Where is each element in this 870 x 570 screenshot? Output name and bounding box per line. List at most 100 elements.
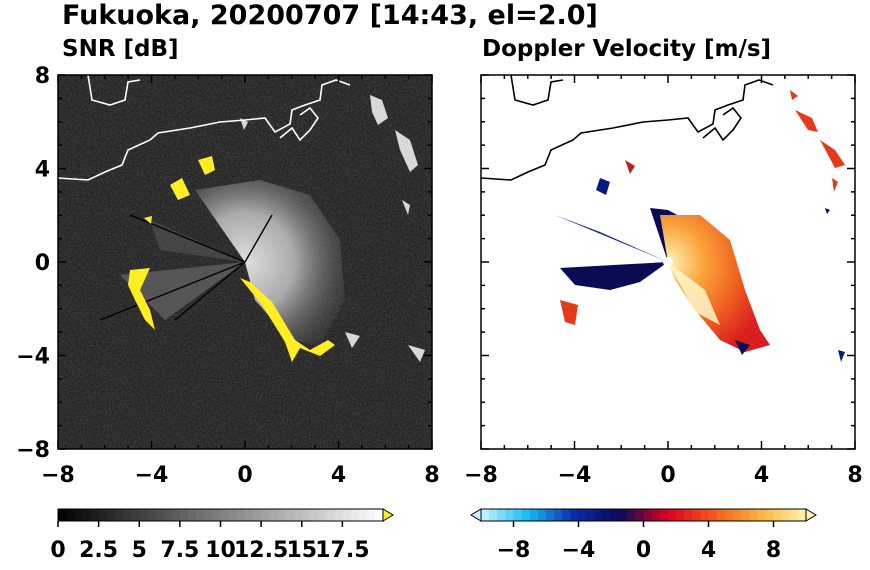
snr-panel: SNR [dB] — [16, 36, 439, 563]
velocity-panel: Doppler Velocity [m/s] — [464, 36, 863, 563]
x-tick-label: −8 — [41, 463, 75, 488]
colorbar-segment — [521, 509, 531, 521]
colorbar-segment — [797, 509, 807, 521]
colorbar-segment — [481, 509, 490, 521]
colorbar-segment — [326, 509, 335, 521]
colorbar-segment — [163, 509, 173, 521]
colorbar-segment — [602, 509, 612, 521]
colorbar-segment — [708, 509, 718, 521]
colorbar-segment — [171, 509, 181, 521]
x-tick-label: −4 — [558, 463, 592, 488]
colorbar-label: 17.5 — [315, 538, 369, 563]
colorbar-segment — [586, 509, 596, 521]
colorbar-segment — [627, 509, 636, 521]
colorbar-segment — [773, 509, 783, 521]
snr-echo-fan — [195, 180, 345, 345]
colorbar-segment — [301, 509, 311, 521]
colorbar-segment — [554, 509, 563, 521]
colorbar-label: 0 — [636, 538, 651, 563]
colorbar-segment — [651, 509, 661, 521]
colorbar-segment — [188, 509, 197, 521]
x-tick-label: 0 — [237, 463, 252, 488]
colorbar-segment — [82, 509, 91, 521]
colorbar-segment — [285, 509, 295, 521]
colorbar-segment — [212, 509, 221, 521]
colorbar-label: 4 — [701, 538, 716, 563]
colorbar-extend-max — [805, 508, 817, 522]
colorbar-segment — [529, 509, 539, 521]
colorbar-segment — [700, 509, 709, 521]
figure-title: Fukuoka, 20200707 [14:43, el=2.0] — [62, 0, 598, 31]
velocity-coastline — [481, 75, 774, 181]
colorbar-segment — [342, 509, 351, 521]
colorbar-segment — [147, 509, 156, 521]
colorbar-segment — [781, 509, 791, 521]
colorbar-segment — [66, 509, 75, 521]
colorbar-segment — [228, 509, 238, 521]
colorbar-segment — [667, 509, 677, 521]
colorbar-segment — [537, 509, 547, 521]
colorbar-segment — [513, 509, 523, 521]
colorbar-segment — [611, 509, 620, 521]
colorbar-segment — [253, 509, 262, 521]
colorbar-segment — [692, 509, 701, 521]
colorbar-segment — [374, 509, 384, 521]
colorbar-segment — [358, 509, 368, 521]
velocity-axes: −8 −4 0 4 8 — [464, 74, 863, 488]
velocity-harbor-outline — [702, 106, 742, 142]
snr-plot-area — [58, 75, 432, 449]
velocity-inbound-northwest — [555, 215, 668, 262]
colorbar-segment — [676, 509, 685, 521]
colorbar-label: 0 — [50, 538, 65, 563]
velocity-outbound-core — [668, 262, 720, 325]
colorbar-segment — [546, 509, 555, 521]
colorbar-segment — [106, 509, 116, 521]
colorbar-segment — [90, 509, 100, 521]
colorbar-segment — [732, 509, 742, 521]
colorbar-segment — [220, 509, 230, 521]
y-tick-label: −8 — [16, 438, 50, 463]
snr-strong-echo — [128, 156, 335, 362]
colorbar-segment — [293, 509, 303, 521]
colorbar-label: 10 — [205, 538, 236, 563]
snr-axes: −8 −4 0 4 8 8 4 0 −4 −8 — [16, 64, 439, 488]
colorbar-segment — [366, 509, 376, 521]
colorbar-segment — [789, 509, 799, 521]
snr-beam-blockage — [99, 214, 273, 321]
colorbar-label: 2.5 — [79, 538, 118, 563]
colorbar-segment — [139, 509, 148, 521]
colorbar-segment — [757, 509, 766, 521]
colorbar-segment — [684, 509, 693, 521]
snr-coastline — [58, 75, 351, 181]
colorbar-segment — [74, 509, 83, 521]
colorbar-segment — [594, 509, 604, 521]
colorbar-segment — [204, 509, 213, 521]
colorbar-label: 8 — [766, 538, 781, 563]
velocity-inbound-west — [560, 262, 668, 290]
colorbar-segment — [724, 509, 734, 521]
colorbar-segment — [716, 509, 726, 521]
radar-site-marker — [663, 257, 673, 267]
colorbar-segment — [58, 509, 67, 521]
velocity-scatter — [560, 90, 845, 362]
x-tick-label: 4 — [331, 463, 346, 488]
colorbar-segment — [578, 509, 588, 521]
colorbar-segment — [98, 509, 108, 521]
colorbar-segment — [643, 509, 653, 521]
colorbar-segment — [741, 509, 750, 521]
snr-harbor-outline — [279, 106, 319, 142]
colorbar-segment — [309, 509, 319, 521]
colorbar-segment — [505, 509, 514, 521]
y-tick-label: 4 — [35, 158, 50, 183]
colorbar-segment — [749, 509, 758, 521]
colorbar-extend-min — [470, 508, 482, 522]
colorbar-segment — [619, 509, 628, 521]
x-tick-label: 8 — [424, 463, 439, 488]
colorbar-segment — [489, 509, 498, 521]
colorbar-segment — [318, 509, 327, 521]
colorbar-segment — [562, 509, 571, 521]
colorbar-segment — [123, 509, 132, 521]
colorbar-segment — [570, 509, 579, 521]
x-tick-label: −8 — [464, 463, 498, 488]
